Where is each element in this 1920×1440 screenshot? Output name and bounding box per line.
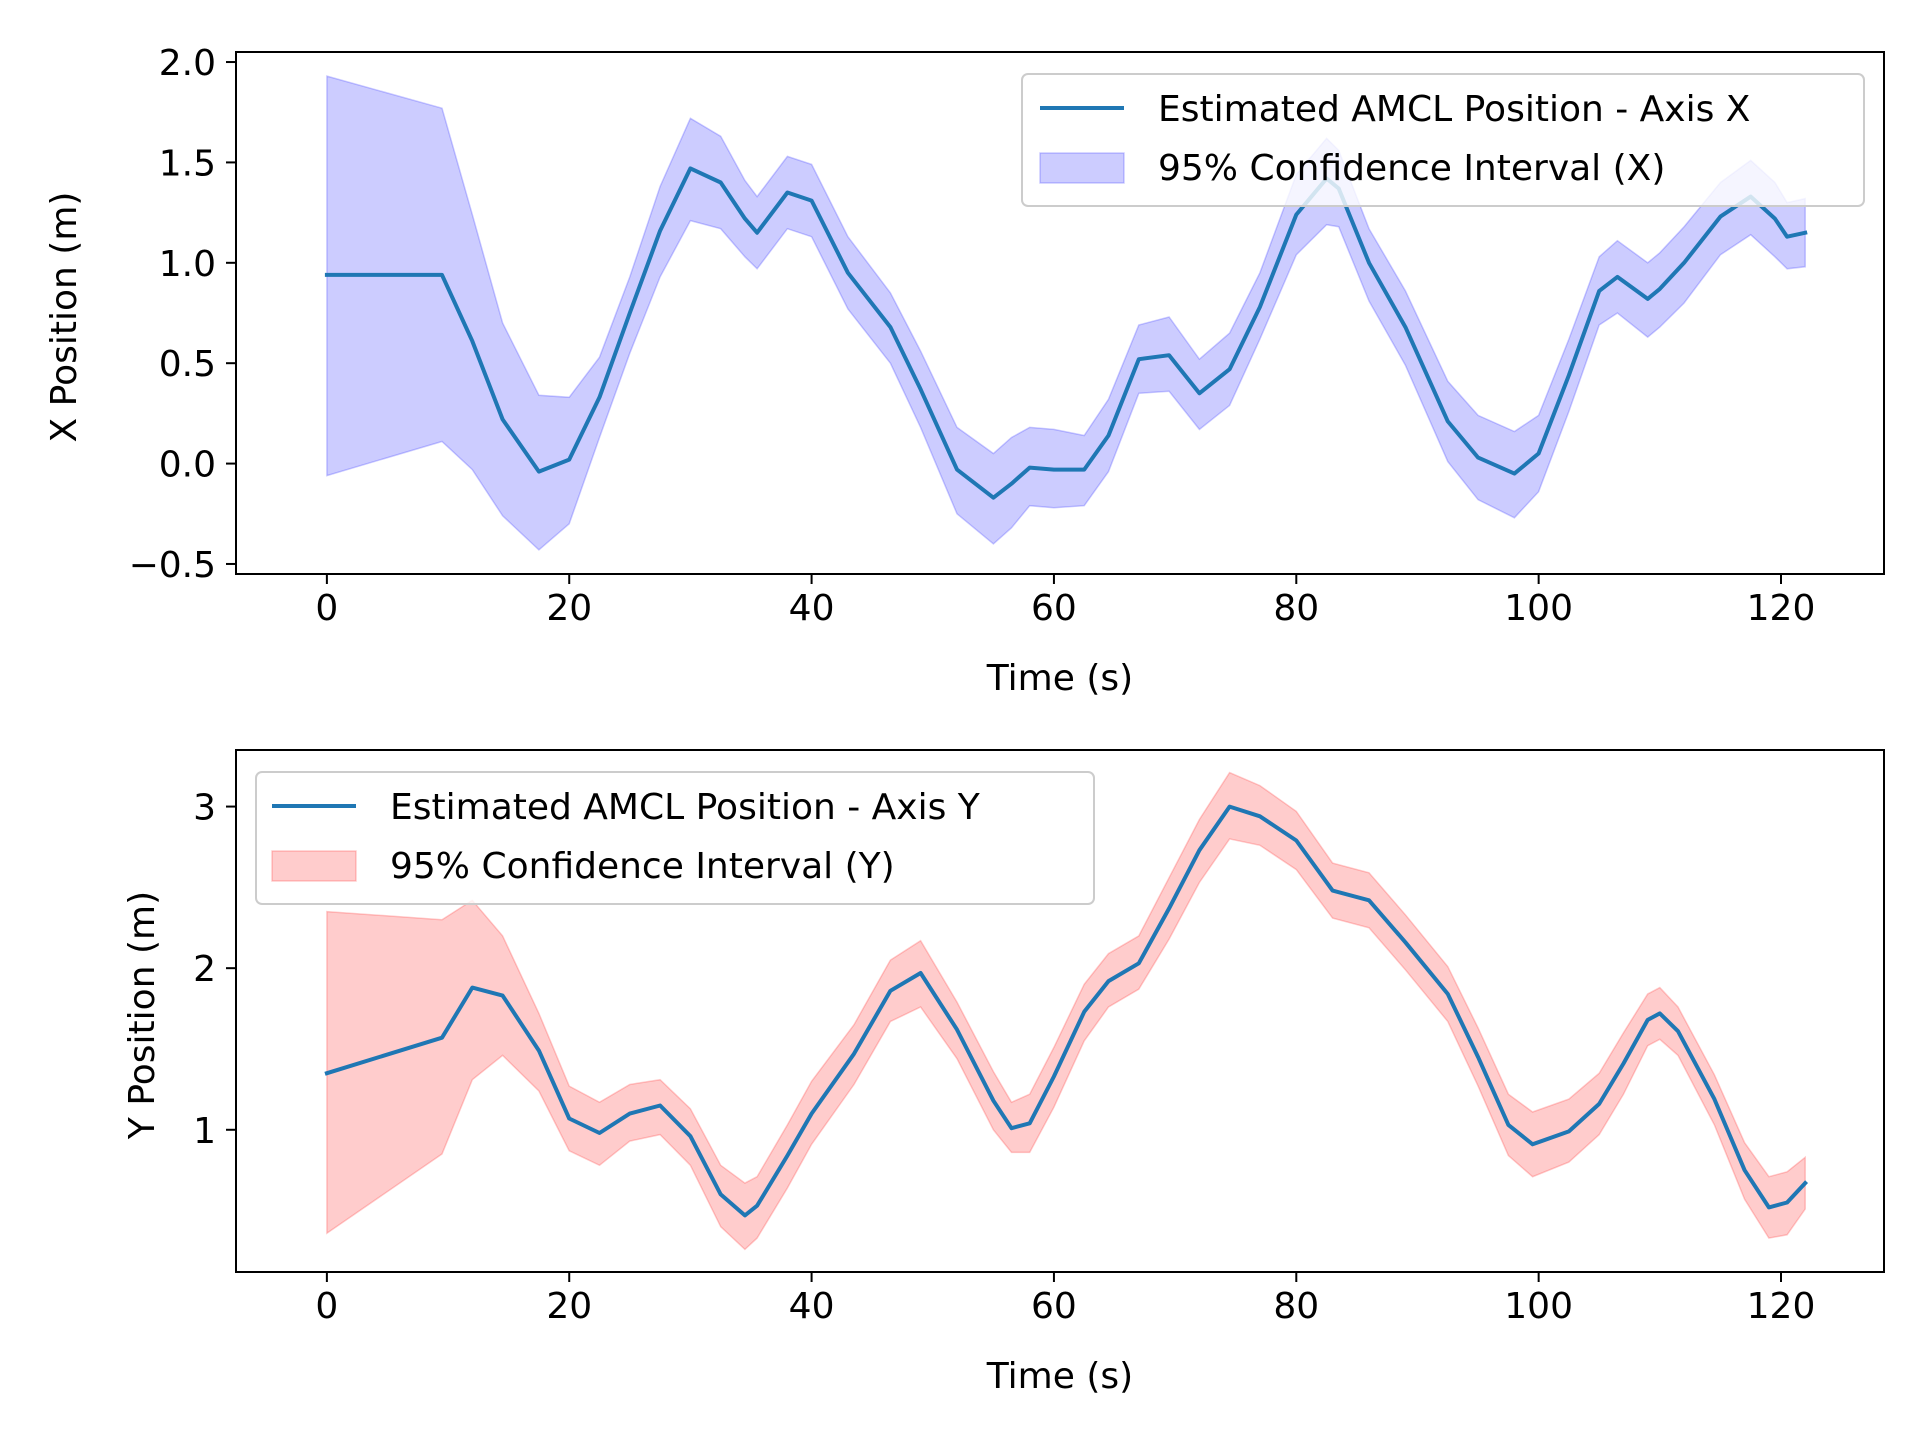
- y-legend-box: [255, 771, 1095, 905]
- y-plot-frame: [235, 749, 1885, 1273]
- x-position-panel: 0 20 40 60 80 100 120 −0.5 0.0 0.5 1.0 1.5 2.0 Time …: [44, 43, 1885, 699]
- y-estimate-line: [324, 804, 1809, 1218]
- y-plot-legend: Estimated AMCL Position - Axis Y 95% Con…: [255, 771, 1095, 905]
- y-position-panel: 0 20 40 60 80 100 120 1 2 3 Time (s) Y Position (…: [122, 749, 1885, 1397]
- x-ytick-label: 1.5: [159, 143, 216, 184]
- x-xtick-label: 120: [1747, 588, 1816, 629]
- y-plot-ticks: 0 20 40 60 80 100 120 1 2 3: [193, 788, 1815, 1327]
- x-xtick-label: 0: [315, 588, 338, 629]
- y-xtick-label: 0: [315, 1286, 338, 1327]
- x-xtick-label: 20: [546, 588, 592, 629]
- x-plot-ylabel: X Position (m): [44, 192, 85, 443]
- y-ytick-label: 2: [193, 949, 216, 990]
- y-legend-band-label: 95% Confidence Interval (Y): [390, 846, 895, 887]
- y-legend-band-swatch: [271, 850, 357, 882]
- x-plot-xlabel: Time (s): [986, 658, 1133, 699]
- x-confidence-band: [326, 75, 1806, 551]
- x-legend-band-label: 95% Confidence Interval (X): [1158, 148, 1665, 189]
- y-confidence-band: [326, 771, 1806, 1251]
- x-plot-ticks: 0 20 40 60 80 100 120 −0.5 0.0 0.5 1.0 1.5 2.0: [129, 43, 1816, 629]
- y-xtick-label: 80: [1273, 1286, 1319, 1327]
- x-ytick-label: 0.5: [159, 344, 216, 385]
- x-legend-box: [1021, 73, 1865, 207]
- y-legend-line-label: Estimated AMCL Position - Axis Y: [390, 787, 981, 828]
- x-plot-frame: [235, 51, 1885, 575]
- x-plot-legend: Estimated AMCL Position - Axis X 95% Con…: [1021, 73, 1865, 207]
- y-xtick-label: 20: [546, 1286, 592, 1327]
- x-xtick-label: 60: [1031, 588, 1077, 629]
- x-xtick-label: 100: [1504, 588, 1573, 629]
- y-plot-xlabel: Time (s): [986, 1356, 1133, 1397]
- x-legend-line-label: Estimated AMCL Position - Axis X: [1158, 89, 1750, 130]
- x-legend-band-swatch: [1039, 152, 1125, 184]
- y-xtick-label: 120: [1747, 1286, 1816, 1327]
- y-ytick-label: 3: [193, 788, 216, 829]
- x-xtick-label: 40: [789, 588, 835, 629]
- y-xtick-label: 100: [1504, 1286, 1573, 1327]
- y-ytick-label: 1: [193, 1111, 216, 1152]
- x-ytick-label: 2.0: [159, 43, 216, 84]
- y-xtick-label: 60: [1031, 1286, 1077, 1327]
- x-xtick-label: 80: [1273, 588, 1319, 629]
- x-ytick-label: 1.0: [159, 244, 216, 285]
- x-estimate-line: [324, 166, 1808, 500]
- x-plot-marks: [324, 75, 1808, 551]
- x-ytick-label: 0.0: [159, 445, 216, 486]
- y-plot-marks: [324, 771, 1809, 1251]
- y-xtick-label: 40: [789, 1286, 835, 1327]
- y-plot-ylabel: Y Position (m): [122, 891, 163, 1140]
- x-ytick-label: −0.5: [129, 545, 216, 586]
